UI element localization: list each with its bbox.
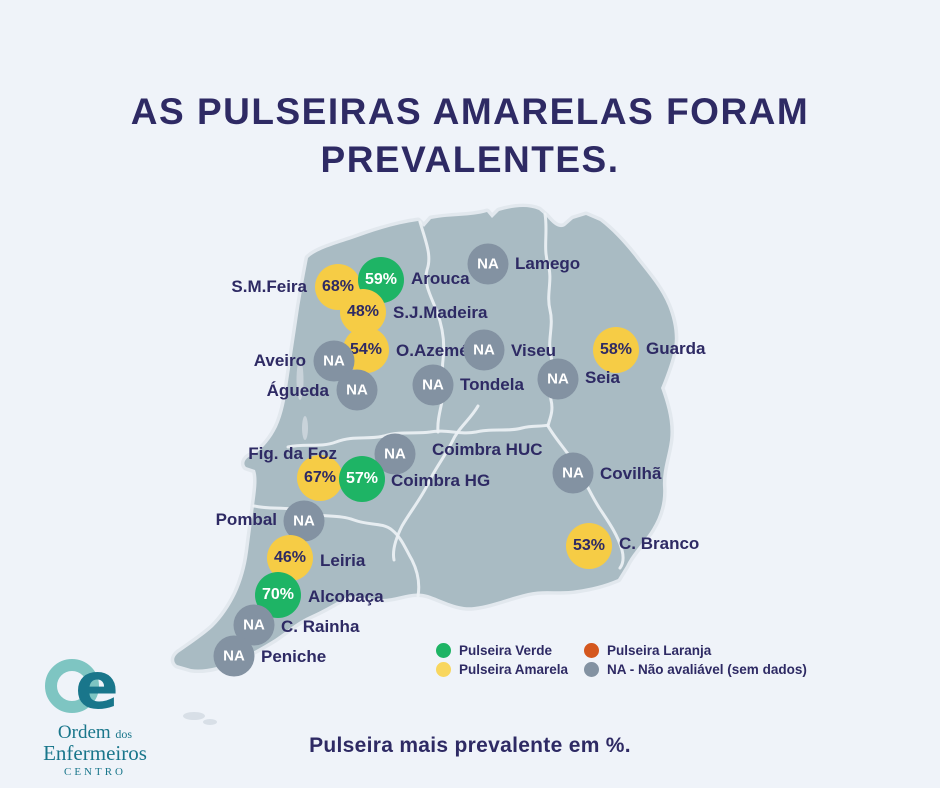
- marker-guarda-label: Guarda: [646, 339, 706, 358]
- marker-o-azemeis-label: O.Azeméis: [396, 341, 483, 360]
- legend-item-na: NA - Não avaliável (sem dados): [584, 662, 807, 677]
- district-border-coimbra-north: [286, 423, 550, 449]
- legend-label-laranja: Pulseira Laranja: [607, 643, 712, 658]
- logo-text-line1: Ordem dos: [20, 722, 170, 743]
- marker-agueda-label: Águeda: [266, 381, 329, 400]
- marker-lamego-label: Lamego: [515, 254, 581, 273]
- marker-c-branco-badge: 53%: [566, 523, 612, 569]
- marker-viseu-label: Viseu: [511, 341, 557, 360]
- legend-item-verde: Pulseira Verde: [436, 643, 584, 658]
- legend: Pulseira Verde Pulseira Laranja Pulseira A…: [436, 643, 807, 677]
- legend-dot-laranja-icon: [584, 643, 599, 658]
- marker-covilha-badge: NA: [552, 452, 594, 494]
- marker-peniche-badge: NA: [213, 635, 255, 677]
- marker-aveiro-label: Aveiro: [253, 351, 306, 370]
- logo-dos: dos: [115, 727, 133, 741]
- marker-seia-label: Seia: [585, 368, 620, 387]
- marker-c-branco-label: C. Branco: [619, 534, 700, 553]
- marker-pombal-label: Pombal: [215, 510, 277, 529]
- bottom-caption: Pulseira mais prevalente em %.: [309, 734, 631, 757]
- logo-text-line2: Enfermeiros: [43, 741, 147, 765]
- marker-coimbra-hg-badge: 57%: [339, 456, 385, 502]
- marker-tondela-badge: NA: [412, 364, 454, 406]
- marker-arouca-label: Arouca: [411, 269, 470, 288]
- marker-sj-madeira-badge: 48%: [340, 289, 386, 335]
- logo-mark-icon: e: [45, 650, 119, 724]
- legend-label-verde: Pulseira Verde: [459, 643, 553, 658]
- marker-seia-badge: NA: [537, 358, 579, 400]
- berlengas-islands-decor: [183, 712, 205, 720]
- legend-label-amarela: Pulseira Amarela: [459, 662, 569, 677]
- logo-text-line3: CENTRO: [64, 766, 126, 778]
- district-border-viseu-guarda: [543, 212, 554, 428]
- marker-c-rainha-label: C. Rainha: [281, 617, 360, 636]
- page-title-line1: AS PULSEIRAS AMARELAS FORAM: [130, 91, 810, 132]
- marker-fig-da-foz-badge: 67%: [297, 455, 343, 501]
- marker-alcobaca-label: Alcobaça: [308, 587, 384, 606]
- legend-item-amarela: Pulseira Amarela: [436, 662, 584, 677]
- marker-agueda-badge: NA: [336, 369, 378, 411]
- marker-coimbra-hg-label: Coimbra HG: [391, 471, 491, 490]
- marker-viseu-badge: NA: [463, 329, 505, 371]
- marker-fig-da-foz-label: Fig. da Foz: [248, 444, 337, 463]
- legend-dot-verde-icon: [436, 643, 451, 658]
- legend-item-laranja: Pulseira Laranja: [584, 643, 807, 658]
- marker-leiria-label: Leiria: [320, 551, 366, 570]
- logo-ordem: Ordem: [57, 722, 111, 743]
- legend-label-na: NA - Não avaliável (sem dados): [607, 662, 807, 677]
- marker-lamego-badge: NA: [467, 243, 509, 285]
- marker-guarda-badge: 58%: [593, 327, 639, 373]
- ordem-enfermeiros-logo: e Ordem dos Enfermeiros CENTRO: [20, 646, 170, 780]
- marker-tondela-label: Tondela: [460, 375, 524, 394]
- marker-covilha-label: Covilhã: [600, 464, 662, 483]
- svg-text:e: e: [75, 650, 118, 724]
- district-border-coimbra-south: [392, 404, 480, 562]
- aveiro-lagoon-decor: [296, 360, 304, 400]
- page-title: AS PULSEIRAS AMARELAS FORAM PREVALENTES.: [0, 88, 940, 184]
- aveiro-lagoon-decor-2: [302, 416, 308, 440]
- marker-sj-madeira-label: S.J.Madeira: [393, 303, 488, 322]
- marker-peniche-label: Peniche: [261, 647, 327, 666]
- legend-dot-amarela-icon: [436, 662, 451, 677]
- page-title-line2: PREVALENTES.: [320, 139, 620, 180]
- legend-dot-na-icon: [584, 662, 599, 677]
- marker-sm-feira-label: S.M.Feira: [231, 277, 307, 296]
- marker-pombal-badge: NA: [283, 500, 325, 542]
- berlengas-islands-decor-2: [203, 719, 217, 725]
- marker-coimbra-huc-label: Coimbra HUC: [432, 440, 543, 459]
